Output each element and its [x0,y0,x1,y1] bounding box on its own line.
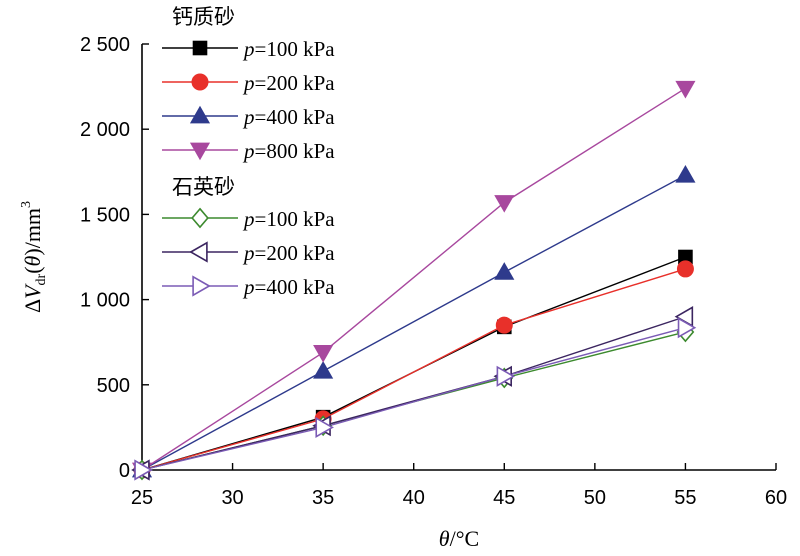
y-tick-label: 2 500 [80,34,130,56]
data-point [494,262,515,280]
legend-marker [189,105,211,124]
x-axis-title: θ/°C [439,526,479,551]
legend-marker [189,241,208,263]
series-layer [131,80,697,481]
data-point [677,317,697,339]
y-tick-label: 1 500 [80,204,130,226]
legend-marker [191,207,209,229]
data-point [494,195,515,213]
axes: 25 30 35 40 45 50 55 60 0 500 1 000 1 500 2 000 2 500 [80,34,787,509]
legend-label: p=200 kPa [242,71,335,95]
legend-label: p=100 kPa [242,207,335,231]
x-tick-label: 25 [131,487,153,509]
x-tick-label: 45 [493,487,515,509]
series-line [141,315,686,471]
series-line [141,174,686,471]
legend: 钙质砂 p=100 kPa p=200 kPa p=400 kPa p=800 kPa 石… [162,5,335,299]
legend-label: p=800 kPa [242,139,335,163]
y-tick-label: 2 000 [80,119,130,141]
data-point [676,260,694,278]
x-tick-label: 60 [765,487,787,509]
series-line [141,256,686,471]
x-tick-label: 55 [674,487,696,509]
data-point [313,360,334,379]
legend-label: p=200 kPa [242,241,335,265]
legend-marker [191,73,209,91]
y-tick-label: 500 [97,375,130,397]
legend-label: p=400 kPa [242,105,335,129]
y-axis-title: ΔVdr(θ)/mm3 [19,201,49,313]
legend-marker [192,275,211,297]
x-tick-label: 50 [584,487,606,509]
data-point [495,316,513,334]
y-tick-label: 1 000 [80,290,130,312]
legend-group-title: 钙质砂 [172,5,235,29]
x-tick-label: 30 [221,487,243,509]
y-tick-label: 0 [119,460,130,482]
data-point [675,165,696,183]
series-line [141,327,686,471]
legend-label: p=400 kPa [242,275,335,299]
data-point [675,80,696,99]
legend-label: p=100 kPa [242,37,335,61]
legend-marker [192,40,208,56]
data-point [496,365,516,387]
data-point [313,345,334,363]
legend-group-title: 石英砂 [172,175,235,199]
series-line [141,268,686,471]
data-point [134,459,153,481]
data-point [315,416,334,438]
legend-marker [189,142,211,161]
x-tick-label: 35 [312,487,334,509]
series-line [141,87,686,471]
x-tick-label: 40 [403,487,425,509]
